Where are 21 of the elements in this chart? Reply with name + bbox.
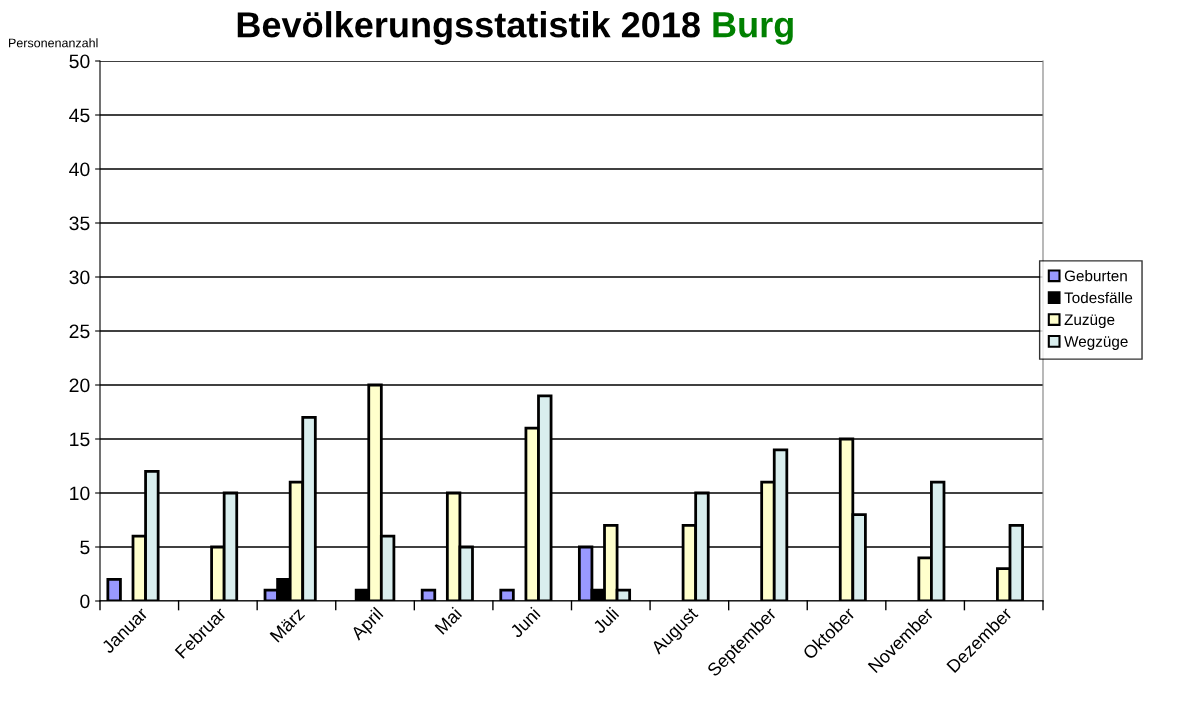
- y-tick-label: 50: [69, 54, 90, 69]
- chart-title: Bevölkerungsstatistik 2018: [237, 11, 700, 45]
- x-tick-label: Juli: [591, 606, 620, 635]
- y-tick-label: 30: [69, 270, 90, 285]
- y-tick-label: 5: [80, 540, 90, 555]
- x-tick-label: Mai: [434, 606, 463, 635]
- y-tick-label: 10: [70, 486, 90, 501]
- y-tick-label: 20: [69, 378, 90, 393]
- y-axis-title: Personenanzahl: [9, 38, 98, 48]
- y-tick-label: 40: [69, 162, 90, 177]
- legend-label: Wegzüge: [1064, 336, 1128, 350]
- y-tick-label: 25: [69, 324, 90, 339]
- legend-label: Zuzüge: [1064, 314, 1115, 329]
- y-tick-label: 15: [70, 432, 90, 447]
- y-tick-label: 0: [80, 594, 90, 609]
- y-tick-label: 45: [69, 108, 90, 123]
- y-tick-label: 35: [69, 216, 90, 231]
- legend-label: Todesfälle: [1064, 291, 1133, 304]
- legend-label: Geburten: [1064, 270, 1127, 282]
- chart-subtitle: Burg: [713, 12, 793, 45]
- x-tick-label: Juni: [508, 606, 541, 639]
